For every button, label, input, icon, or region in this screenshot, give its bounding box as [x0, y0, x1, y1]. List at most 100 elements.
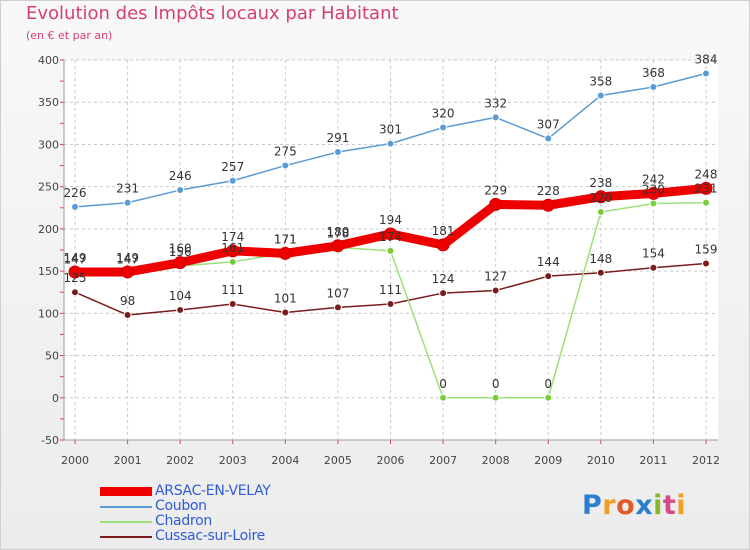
data-label: 248	[695, 167, 718, 181]
data-label: 307	[537, 118, 560, 132]
data-point	[123, 311, 132, 320]
data-point	[331, 239, 345, 253]
legend-swatch	[100, 521, 152, 523]
data-point	[176, 186, 185, 195]
x-tick-label: 2001	[114, 454, 142, 467]
data-label: 174	[379, 230, 402, 244]
data-label: 171	[274, 232, 297, 246]
data-point	[228, 176, 237, 185]
data-point	[228, 300, 237, 309]
legend-swatch	[100, 536, 152, 538]
x-tick-label: 2012	[692, 454, 720, 467]
data-label: 231	[116, 182, 139, 196]
data-point	[123, 198, 132, 207]
data-label: 368	[642, 66, 665, 80]
data-point	[649, 83, 658, 92]
data-point	[333, 148, 342, 157]
x-tick-label: 2011	[639, 454, 667, 467]
y-tick-label: -50	[41, 434, 59, 447]
data-label: 127	[484, 270, 507, 284]
data-point	[333, 303, 342, 312]
data-point	[702, 69, 710, 78]
y-tick-label: 300	[38, 138, 59, 151]
data-label: 98	[120, 294, 135, 308]
x-tick-label: 2004	[271, 454, 299, 467]
proxiti-logo: Proxiti	[582, 490, 687, 521]
data-label: 238	[589, 176, 612, 190]
data-point	[699, 181, 713, 195]
data-label: 161	[221, 241, 244, 255]
data-point	[278, 246, 292, 260]
data-label: 149	[64, 251, 87, 265]
data-point	[702, 198, 710, 207]
data-label: 181	[432, 224, 455, 238]
data-label: 148	[589, 252, 612, 266]
data-label: 320	[432, 107, 455, 121]
data-label: 107	[326, 286, 349, 300]
data-label: 194	[379, 213, 402, 227]
x-tick-label: 2003	[219, 454, 247, 467]
data-label: 220	[589, 191, 612, 205]
data-label: 144	[537, 255, 560, 269]
data-point	[596, 208, 605, 216]
x-tick-label: 2000	[61, 454, 89, 467]
x-tick-label: 2005	[324, 454, 352, 467]
data-point	[176, 305, 185, 314]
data-label: 180	[326, 225, 349, 239]
data-point	[439, 289, 448, 298]
y-tick-label: 150	[38, 265, 59, 278]
data-point	[439, 123, 448, 132]
legend-label: Chadron	[155, 513, 212, 529]
data-point	[491, 113, 500, 122]
y-tick-label: 400	[38, 54, 59, 67]
x-tick-label: 2008	[482, 454, 510, 467]
data-label: 111	[379, 283, 402, 297]
data-point	[228, 257, 237, 266]
data-label: 226	[64, 186, 87, 200]
legend-swatch	[100, 487, 152, 496]
data-label: 171	[274, 232, 297, 246]
x-tick-label: 2007	[429, 454, 457, 467]
y-tick-label: 250	[38, 181, 59, 194]
data-label: 358	[589, 74, 612, 88]
data-point	[173, 256, 187, 270]
data-label: 257	[221, 160, 244, 174]
data-point	[649, 199, 658, 208]
x-tick-label: 2009	[534, 454, 562, 467]
data-point	[544, 272, 553, 281]
y-tick-label: 0	[52, 392, 59, 405]
legend-label: Cussac-sur-Loire	[155, 528, 265, 544]
y-tick-label: 50	[45, 350, 59, 363]
data-point	[544, 134, 553, 143]
data-point	[71, 202, 79, 211]
data-point	[226, 244, 240, 258]
data-label: 301	[379, 123, 402, 137]
data-label: 230	[642, 183, 665, 197]
data-label: 159	[695, 243, 718, 257]
data-label: 384	[695, 53, 718, 67]
data-point	[596, 91, 605, 100]
data-label: 174	[221, 230, 244, 244]
data-point	[386, 139, 395, 148]
data-point	[702, 259, 710, 268]
data-point	[68, 265, 82, 279]
data-label: 111	[221, 283, 244, 297]
data-label: 124	[432, 272, 455, 286]
data-label: 332	[484, 96, 507, 110]
chart-subtitle: (en € et par an)	[26, 29, 113, 42]
data-label: 149	[116, 251, 139, 265]
data-label: 147	[116, 253, 139, 267]
data-point	[649, 263, 658, 272]
legend-label: ARSAC-EN-VELAY	[155, 483, 271, 499]
data-label: 228	[537, 184, 560, 198]
data-label: 291	[326, 131, 349, 145]
data-label: 242	[642, 172, 665, 186]
data-label: 246	[169, 169, 192, 183]
data-label: 231	[695, 182, 718, 196]
data-point	[491, 393, 500, 402]
x-tick-label: 2010	[587, 454, 615, 467]
data-point	[436, 238, 450, 252]
chart-title: Evolution des Impôts locaux par Habitant	[26, 3, 399, 24]
data-point	[491, 286, 500, 295]
